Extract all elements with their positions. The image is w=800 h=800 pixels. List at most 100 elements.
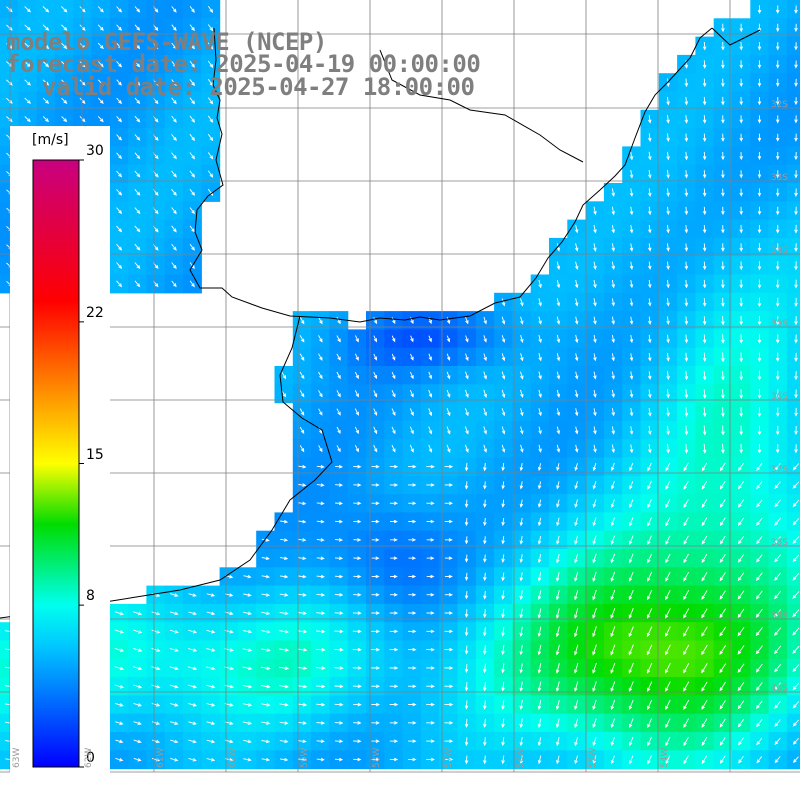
wind-arrow — [115, 721, 124, 725]
wind-arrow — [298, 519, 307, 524]
wind-arrow — [774, 756, 781, 764]
wind-arrow — [206, 648, 216, 652]
wind-speed-cell — [786, 54, 800, 74]
wind-arrow — [775, 224, 780, 234]
wind-arrow — [334, 684, 344, 689]
wind-arrow — [665, 535, 671, 545]
wind-arrow — [373, 444, 378, 453]
wind-arrow — [133, 702, 142, 707]
wind-arrow — [757, 334, 762, 344]
wind-arrow — [189, 225, 195, 233]
wind-arrow — [482, 663, 487, 674]
wind-arrow — [757, 60, 762, 69]
wind-arrow — [354, 408, 359, 416]
wind-arrow — [702, 41, 707, 51]
wind-arrow — [206, 758, 216, 762]
wind-arrow — [336, 408, 341, 416]
wind-arrow — [464, 554, 469, 563]
wind-arrow — [409, 444, 414, 453]
wind-arrow — [465, 353, 469, 362]
wind-arrow — [756, 756, 763, 764]
wind-arrow — [116, 24, 122, 31]
wind-arrow — [592, 535, 597, 545]
wind-arrow — [648, 206, 652, 216]
wind-arrow — [629, 334, 634, 344]
wind-arrow — [444, 702, 454, 707]
wind-arrow — [593, 334, 597, 344]
wind-arrow — [537, 535, 542, 545]
wind-arrow — [483, 572, 487, 582]
wind-arrow — [371, 647, 381, 652]
wind-arrow — [115, 757, 124, 762]
wind-arrow — [684, 78, 689, 88]
wind-arrow — [206, 739, 216, 744]
wind-arrow — [134, 207, 141, 215]
wind-arrow — [410, 317, 414, 325]
wind-arrow — [611, 444, 616, 454]
wind-arrow — [593, 444, 597, 453]
wind-arrow — [665, 681, 671, 692]
wind-arrow — [647, 553, 653, 564]
wind-arrow — [389, 739, 399, 743]
wind-arrow — [721, 261, 725, 271]
wind-arrow — [134, 6, 141, 13]
wind-arrow — [794, 297, 798, 308]
wind-arrow — [371, 629, 381, 634]
wind-arrow — [501, 481, 505, 490]
wind-arrow — [702, 151, 707, 161]
latitude-label: 35S — [770, 319, 788, 329]
wind-arrow — [426, 574, 435, 579]
wind-arrow — [738, 755, 744, 764]
wind-arrow — [646, 662, 653, 674]
wind-arrow — [647, 755, 652, 765]
wind-arrow — [794, 60, 798, 69]
wind-arrow — [261, 574, 271, 579]
wind-arrow — [683, 462, 689, 472]
wind-arrow — [189, 188, 196, 196]
wind-arrow — [151, 647, 161, 652]
wind-arrow — [318, 371, 323, 380]
wind-arrow — [353, 721, 362, 725]
wind-arrow — [298, 739, 307, 744]
wind-arrow — [702, 243, 707, 252]
wind-arrow — [408, 483, 417, 487]
wind-arrow — [611, 389, 615, 399]
wind-arrow — [721, 225, 725, 234]
wind-arrow — [42, 97, 50, 104]
wind-arrow — [719, 535, 726, 545]
wind-arrow — [335, 519, 344, 524]
wind-arrow — [97, 116, 104, 123]
wind-arrow — [501, 681, 505, 692]
wind-arrow — [737, 681, 745, 692]
wind-arrow — [574, 279, 579, 289]
wind-arrow — [501, 371, 506, 380]
wind-arrow — [755, 627, 763, 637]
wind-arrow — [169, 593, 179, 597]
wind-arrow — [354, 445, 359, 453]
wind-arrow — [683, 699, 690, 710]
wind-arrow — [483, 444, 487, 453]
wind-arrow — [279, 739, 289, 744]
wind-arrow — [464, 645, 469, 655]
wind-arrow — [464, 700, 469, 710]
wind-arrow — [774, 590, 782, 600]
wind-arrow — [739, 352, 744, 363]
wind-arrow — [334, 629, 344, 634]
wind-arrow — [299, 390, 305, 398]
wind-arrow — [335, 464, 344, 469]
wind-arrow — [666, 188, 670, 197]
wind-arrow — [24, 97, 31, 104]
wind-arrow — [611, 188, 616, 197]
longitude-label: 54W — [660, 747, 670, 768]
wind-arrow — [537, 626, 542, 638]
wind-arrow — [538, 316, 542, 325]
wind-arrow — [316, 483, 325, 487]
wind-arrow — [775, 42, 780, 51]
wind-arrow — [169, 684, 179, 689]
wind-arrow — [520, 371, 524, 380]
wind-arrow — [407, 464, 417, 469]
wind-arrow — [792, 719, 800, 727]
wind-arrow — [739, 60, 744, 69]
wind-arrow — [683, 644, 690, 656]
wind-arrow — [354, 353, 359, 361]
